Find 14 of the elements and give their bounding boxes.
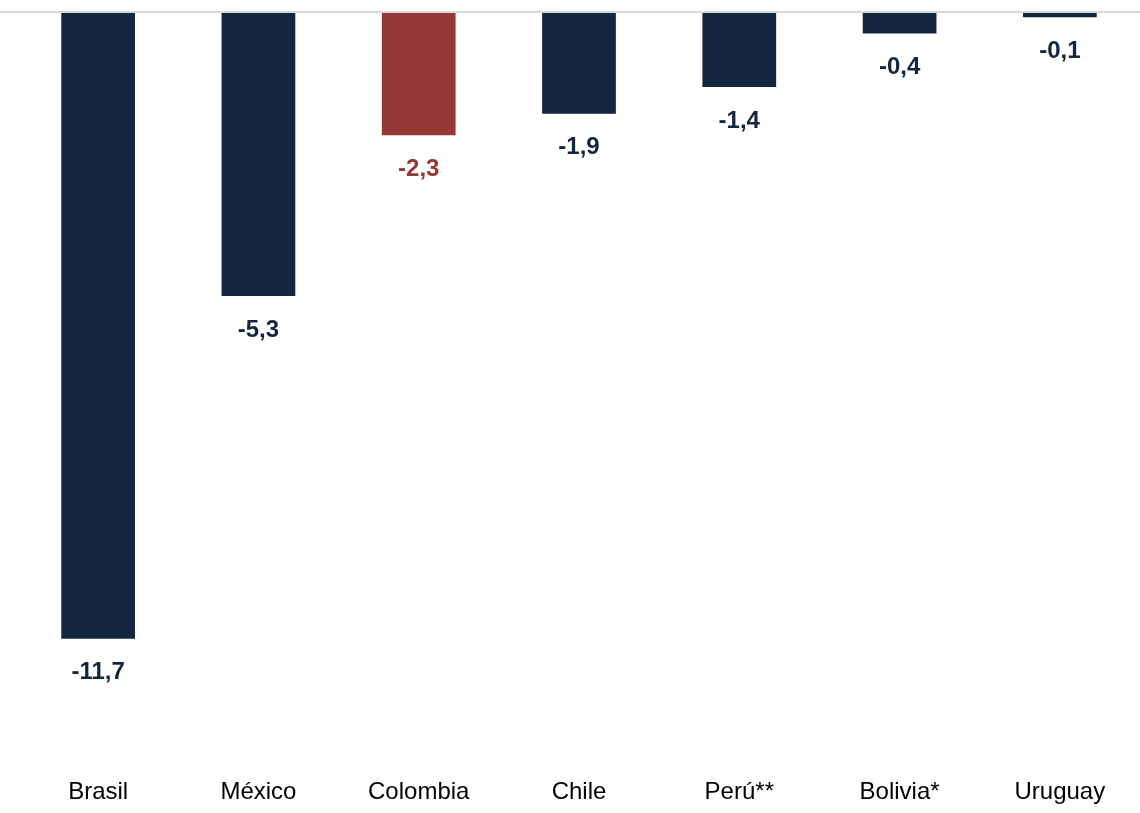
x-tick-label: Brasil	[68, 777, 129, 805]
data-label: -1,9	[558, 132, 600, 160]
data-label: -2,3	[398, 153, 440, 181]
data-label: -5,3	[237, 314, 280, 342]
x-tick-label: México	[220, 777, 297, 805]
data-label: -11,7	[71, 657, 125, 685]
data-label: -0,1	[1039, 35, 1081, 63]
x-tick-label: Colombia	[368, 777, 471, 805]
x-tick-label: Chile	[551, 777, 607, 805]
data-label: -0,4	[878, 52, 921, 80]
x-tick-label: Uruguay	[1014, 777, 1106, 805]
data-label: -1,4	[718, 105, 761, 133]
x-tick-label: Bolivia*	[859, 777, 940, 805]
x-tick-label: Perú**	[704, 777, 774, 805]
